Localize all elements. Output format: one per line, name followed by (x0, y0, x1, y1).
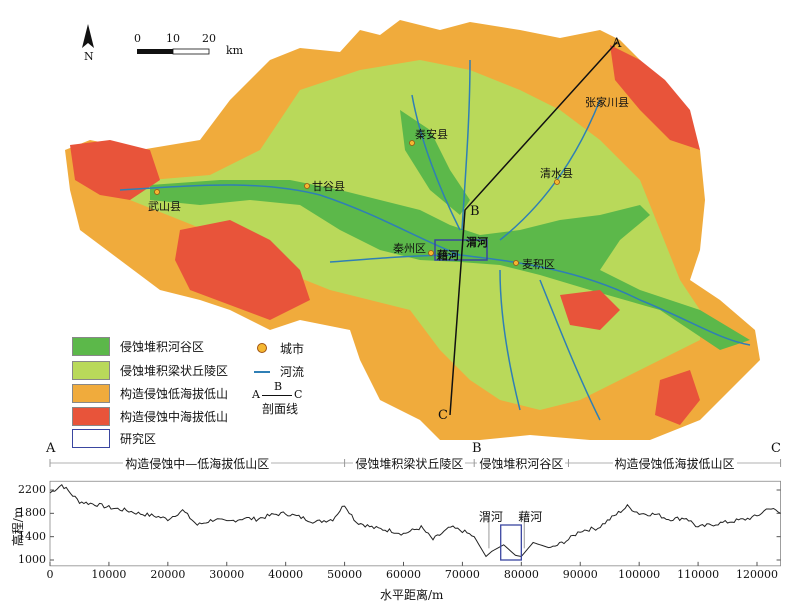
plot-frame (49, 480, 781, 567)
x-tick-label: 60000 (386, 567, 421, 581)
legend-label: 侵蚀堆积梁状丘陵区 (120, 363, 229, 378)
legend-item: 构造侵蚀中海拔低山 (72, 406, 228, 426)
scale-tick: 10 (166, 32, 180, 45)
legend-swatch (72, 360, 110, 380)
legend-profile-label: 剖面线 (262, 402, 299, 416)
city-icon (257, 343, 267, 353)
x-tick-label: 10000 (91, 567, 127, 581)
city-label: 清水县 (540, 167, 573, 180)
north-label: N (84, 50, 94, 63)
river-label: 渭河 (466, 236, 488, 249)
chart-point-a: A (46, 441, 56, 456)
scale-bar (137, 48, 210, 55)
x-tick-label: 30000 (209, 567, 245, 581)
region-mid-mountain (610, 45, 700, 150)
legend-profile-c: C (294, 388, 303, 401)
legend-item: 侵蚀堆积梁状丘陵区 (72, 360, 228, 380)
river-label: 藉河 (437, 249, 459, 262)
north-arrow-icon (82, 24, 94, 48)
x-tick-label: 90000 (562, 567, 598, 581)
y-tick-label: 1400 (18, 529, 46, 543)
rivers (119, 59, 751, 421)
annotation-label: 藉河 (518, 509, 543, 524)
segment-label: 构造侵蚀中—低海拔低山区 (123, 455, 272, 472)
legend-item: 研究区 (72, 428, 156, 448)
profile-line-icon (262, 395, 292, 396)
region-mid-mountain (655, 370, 700, 425)
city-markers (154, 140, 560, 266)
profile-point-c: C (438, 408, 448, 423)
legend-label: 侵蚀堆积河谷区 (120, 339, 205, 354)
legend-city-label: 城市 (280, 342, 305, 356)
legend-label: 构造侵蚀中海拔低山 (120, 409, 229, 424)
annotation-label: 渭河 (478, 509, 503, 524)
segment-label: 侵蚀堆积河谷区 (477, 455, 566, 472)
city-label: 麦积区 (522, 258, 555, 271)
legend-label: 研究区 (120, 431, 157, 446)
x-tick-label: 40000 (268, 567, 304, 581)
terrain-map (65, 20, 760, 440)
x-tick-label: 110000 (677, 567, 720, 581)
legend-item: 侵蚀堆积河谷区 (72, 336, 204, 356)
legend-swatch (72, 406, 110, 426)
profile-point-b: B (470, 204, 480, 219)
legend-swatch (72, 383, 110, 403)
scale-tick: 0 (134, 32, 141, 45)
city-label: 武山县 (148, 200, 181, 213)
region-valley-north (400, 110, 470, 215)
profile-line (449, 41, 618, 416)
region-mid-mountain (70, 140, 160, 200)
elevation-line (49, 483, 781, 558)
study-area-box (500, 524, 522, 561)
scale-tick: 20 (202, 32, 216, 45)
y-tick-label: 1800 (18, 506, 46, 520)
y-tick-label: 1000 (18, 553, 46, 566)
profile-point-a: A (612, 36, 622, 51)
x-tick-label: 100000 (618, 567, 661, 581)
elevation-profile-chart (49, 459, 782, 567)
x-axis-label: 水平距离/m (380, 588, 444, 602)
city-label: 秦安县 (415, 128, 448, 141)
legend-river-label: 河流 (280, 365, 305, 379)
segment-label: 构造侵蚀低海拔低山区 (612, 455, 737, 472)
city-label: 张家川县 (585, 96, 629, 109)
legend-profile-b: B (274, 380, 283, 393)
region-mid-mountain (175, 220, 310, 320)
x-tick-label: 80000 (503, 567, 539, 581)
chart-point-c: C (771, 441, 781, 456)
river-line-icon (254, 371, 270, 373)
city-label: 甘谷县 (312, 180, 345, 193)
x-tick-label: 0 (46, 567, 54, 581)
legend-item: 构造侵蚀低海拔低山 (72, 383, 228, 403)
chart-point-b: B (472, 441, 482, 456)
legend-label: 构造侵蚀低海拔低山 (120, 386, 229, 401)
region-mid-mountain (560, 290, 620, 330)
x-tick-label: 50000 (327, 567, 363, 581)
legend-swatch (72, 428, 110, 448)
region-valley (150, 180, 750, 350)
scale-unit: km (226, 44, 244, 57)
x-tick-label: 120000 (736, 567, 778, 581)
x-tick-label: 70000 (444, 567, 480, 581)
segment-label: 侵蚀堆积梁状丘陵区 (353, 455, 466, 472)
y-axis-label: 高程/m (11, 506, 26, 547)
legend-swatch (72, 336, 110, 356)
city-label: 秦州区 (393, 242, 426, 255)
x-tick-label: 20000 (150, 567, 186, 581)
y-tick-label: 2200 (18, 483, 46, 496)
legend-profile-a: A (252, 388, 260, 401)
